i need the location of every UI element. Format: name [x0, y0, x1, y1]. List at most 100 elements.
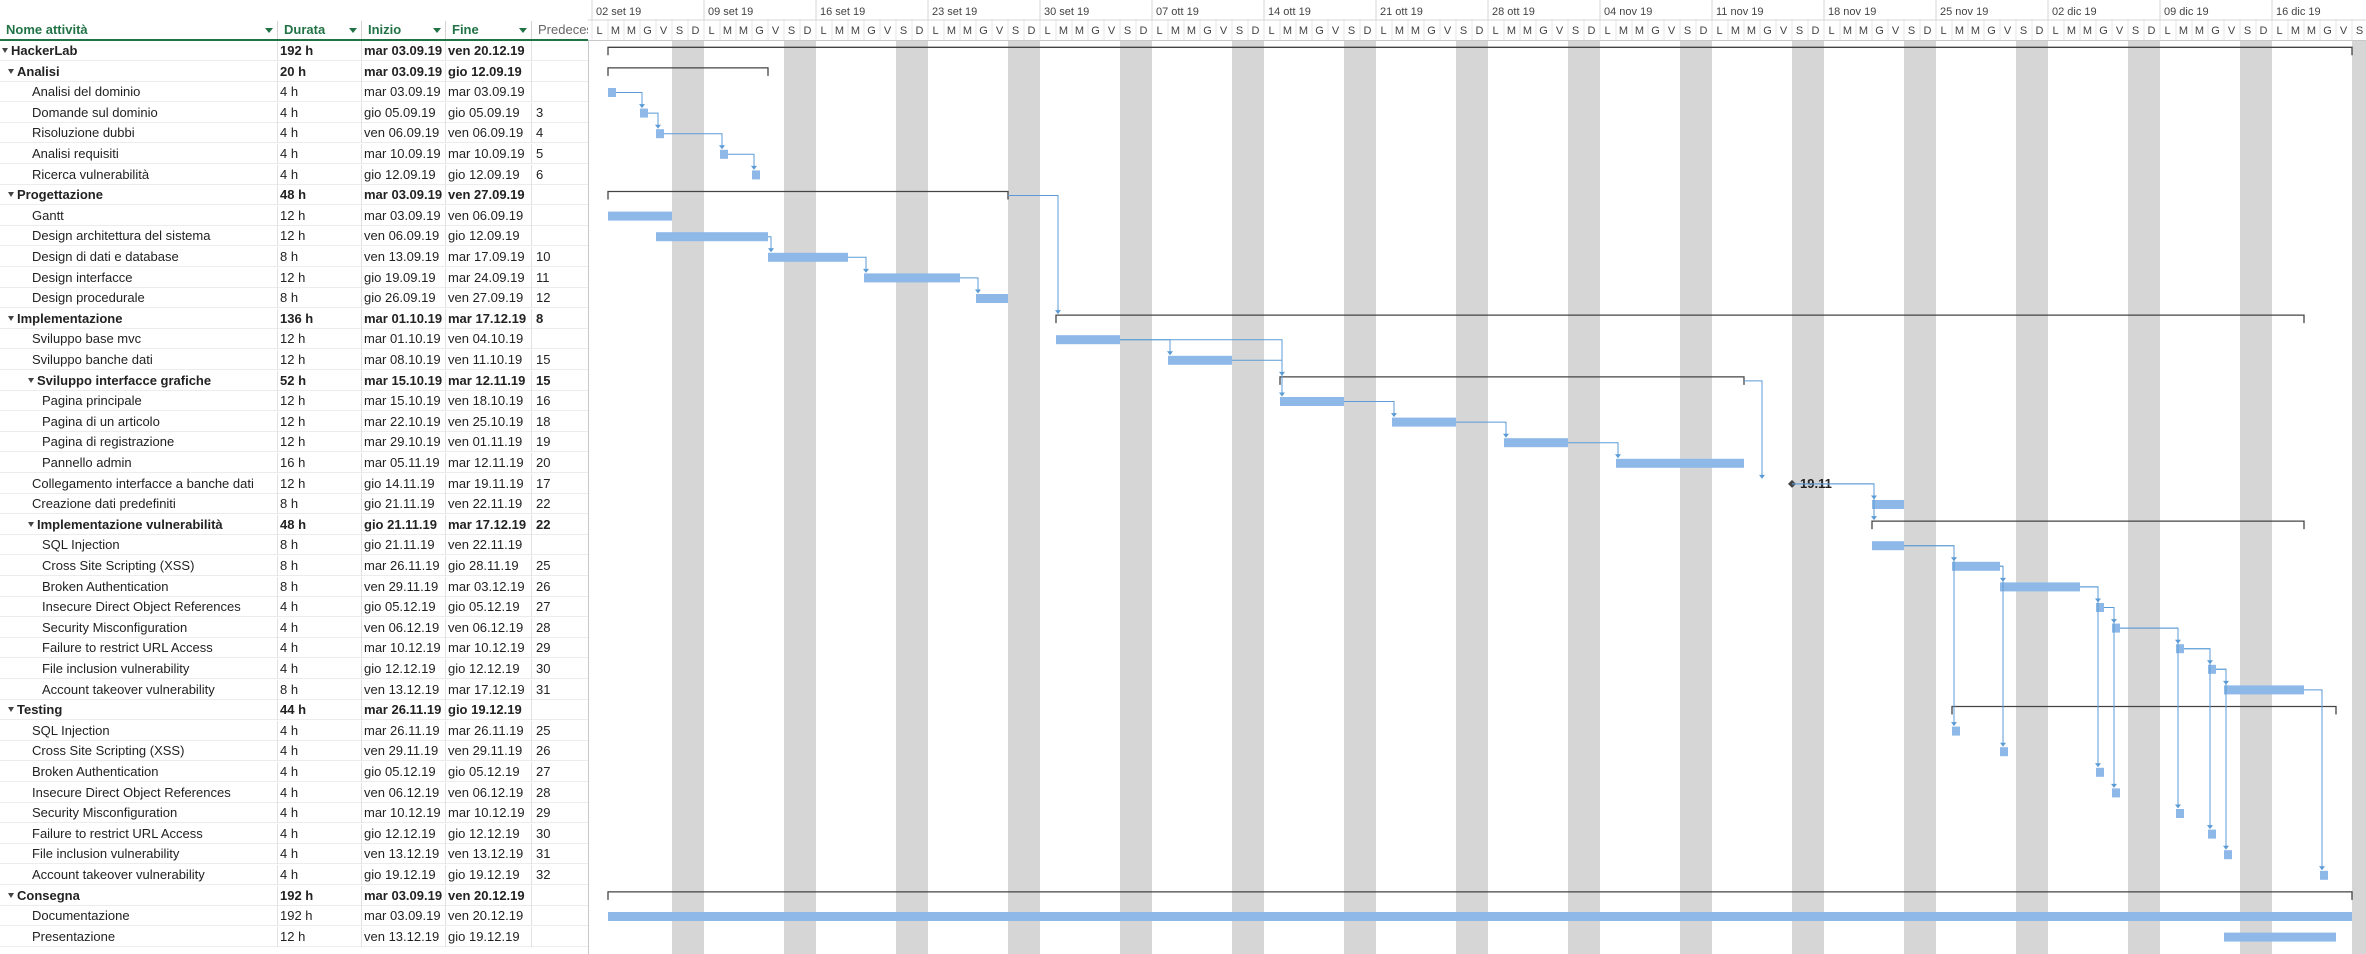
task-start-cell[interactable]: mar 03.09.19	[362, 41, 446, 61]
task-start-cell[interactable]: gio 26.09.19	[362, 288, 446, 309]
task-duration-cell[interactable]: 8 h	[278, 556, 362, 576]
task-predecessors-cell[interactable]: 19	[532, 432, 588, 452]
task-name-cell[interactable]: Consegna	[0, 885, 278, 906]
task-predecessors-cell[interactable]: 25	[532, 721, 588, 741]
task-row[interactable]: Cross Site Scripting (XSS) 4 h ven 29.11.1…	[0, 741, 588, 762]
task-name-cell[interactable]: Documentazione	[0, 906, 278, 927]
task-duration-cell[interactable]: 12 h	[278, 350, 362, 370]
task-finish-cell[interactable]: mar 12.11.19	[446, 370, 532, 391]
task-duration-cell[interactable]: 4 h	[278, 659, 362, 679]
task-name-cell[interactable]: Implementazione	[0, 308, 278, 329]
task-predecessors-cell[interactable]: 22	[532, 494, 588, 514]
task-finish-cell[interactable]: ven 06.09.19	[446, 205, 532, 226]
task-duration-cell[interactable]: 4 h	[278, 144, 362, 164]
task-start-cell[interactable]: gio 19.12.19	[362, 865, 446, 885]
task-start-cell[interactable]: ven 13.12.19	[362, 926, 446, 947]
task-predecessors-cell[interactable]: 31	[532, 680, 588, 700]
task-start-cell[interactable]: mar 03.09.19	[362, 82, 446, 103]
task-duration-cell[interactable]: 12 h	[278, 267, 362, 288]
task-name-cell[interactable]: Ricerca vulnerabilità	[0, 164, 278, 185]
task-finish-cell[interactable]: mar 17.12.19	[446, 308, 532, 329]
task-start-cell[interactable]: mar 15.10.19	[362, 370, 446, 391]
task-name-cell[interactable]: Security Misconfiguration	[0, 617, 278, 638]
task-finish-cell[interactable]: ven 04.10.19	[446, 329, 532, 350]
task-finish-cell[interactable]: mar 17.12.19	[446, 679, 532, 700]
task-finish-cell[interactable]: mar 19.11.19	[446, 473, 532, 494]
task-start-cell[interactable]: mar 26.11.19	[362, 556, 446, 576]
task-duration-cell[interactable]: 4 h	[278, 803, 362, 824]
task-duration-cell[interactable]: 20 h	[278, 61, 362, 82]
task-duration-cell[interactable]: 44 h	[278, 700, 362, 721]
task-row[interactable]: Documentazione 192 h mar 03.09.19 ven 20.12…	[0, 906, 588, 927]
task-name-cell[interactable]: Risoluzione dubbi	[0, 123, 278, 144]
task-duration-cell[interactable]: 4 h	[278, 82, 362, 103]
task-duration-cell[interactable]: 4 h	[278, 782, 362, 803]
task-duration-cell[interactable]: 12 h	[278, 226, 362, 247]
task-start-cell[interactable]: gio 12.12.19	[362, 823, 446, 844]
task-predecessors-cell[interactable]: 10	[532, 247, 588, 267]
task-row[interactable]: Account takeover vulnerability 8 h ven 13.…	[0, 679, 588, 700]
task-start-cell[interactable]: gio 12.09.19	[362, 164, 446, 185]
task-start-cell[interactable]: ven 06.09.19	[362, 123, 446, 144]
task-duration-cell[interactable]: 8 h	[278, 576, 362, 597]
task-name-cell[interactable]: Pagina principale	[0, 391, 278, 412]
task-name-cell[interactable]: SQL Injection	[0, 535, 278, 556]
task-start-cell[interactable]: mar 03.09.19	[362, 185, 446, 206]
task-name-cell[interactable]: Failure to restrict URL Access	[0, 638, 278, 659]
task-row[interactable]: Insecure Direct Object References 4 h gio …	[0, 597, 588, 618]
task-name-cell[interactable]: HackerLab	[0, 41, 278, 61]
task-finish-cell[interactable]: mar 26.11.19	[446, 720, 532, 741]
task-name-cell[interactable]: Insecure Direct Object References	[0, 597, 278, 618]
task-name-cell[interactable]: Progettazione	[0, 185, 278, 206]
task-name-cell[interactable]: Design architettura del sistema	[0, 226, 278, 247]
task-start-cell[interactable]: mar 15.10.19	[362, 391, 446, 412]
task-predecessors-cell[interactable]: 18	[532, 412, 588, 432]
task-duration-cell[interactable]: 12 h	[278, 432, 362, 453]
task-duration-cell[interactable]: 4 h	[278, 865, 362, 885]
task-finish-cell[interactable]: ven 27.09.19	[446, 288, 532, 309]
task-name-cell[interactable]: Security Misconfiguration	[0, 803, 278, 824]
task-start-cell[interactable]: ven 13.12.19	[362, 844, 446, 865]
task-predecessors-cell[interactable]: 32	[532, 865, 588, 885]
task-predecessors-cell[interactable]: 26	[532, 741, 588, 761]
task-row[interactable]: Progettazione 48 h mar 03.09.19 ven 27.09.1…	[0, 185, 588, 206]
task-name-cell[interactable]: Domande sul dominio	[0, 102, 278, 123]
task-row[interactable]: Risoluzione dubbi 4 h ven 06.09.19 ven 06.0…	[0, 123, 588, 144]
task-predecessors-cell[interactable]	[532, 62, 588, 82]
task-finish-cell[interactable]: mar 10.09.19	[446, 144, 532, 164]
task-start-cell[interactable]: gio 05.12.19	[362, 597, 446, 618]
task-start-cell[interactable]: mar 03.09.19	[362, 906, 446, 927]
task-duration-cell[interactable]: 4 h	[278, 741, 362, 762]
task-start-cell[interactable]: ven 06.12.19	[362, 782, 446, 803]
task-start-cell[interactable]: mar 26.11.19	[362, 700, 446, 721]
task-row[interactable]: Analisi 20 h mar 03.09.19 gio 12.09.19	[0, 61, 588, 82]
task-finish-cell[interactable]: ven 22.11.19	[446, 535, 532, 556]
task-duration-cell[interactable]: 48 h	[278, 185, 362, 206]
task-start-cell[interactable]: mar 03.09.19	[362, 205, 446, 226]
task-duration-cell[interactable]: 52 h	[278, 370, 362, 391]
task-predecessors-cell[interactable]: 20	[532, 453, 588, 473]
task-start-cell[interactable]: gio 12.12.19	[362, 659, 446, 679]
task-start-cell[interactable]: mar 01.10.19	[362, 308, 446, 329]
task-predecessors-cell[interactable]	[532, 886, 588, 906]
task-duration-cell[interactable]: 192 h	[278, 906, 362, 927]
task-duration-cell[interactable]: 4 h	[278, 597, 362, 618]
collapse-triangle-icon[interactable]	[28, 521, 34, 527]
task-row[interactable]: Creazione dati predefiniti 8 h gio 21.11.1…	[0, 494, 588, 515]
task-start-cell[interactable]: mar 01.10.19	[362, 329, 446, 350]
task-start-cell[interactable]: gio 21.11.19	[362, 535, 446, 556]
task-name-cell[interactable]: Analisi del dominio	[0, 82, 278, 103]
task-finish-cell[interactable]: gio 19.12.19	[446, 926, 532, 947]
task-finish-cell[interactable]: ven 25.10.19	[446, 411, 532, 432]
task-duration-cell[interactable]: 48 h	[278, 514, 362, 535]
task-name-cell[interactable]: Testing	[0, 700, 278, 721]
task-duration-cell[interactable]: 4 h	[278, 617, 362, 638]
task-finish-cell[interactable]: mar 12.11.19	[446, 453, 532, 473]
task-row[interactable]: File inclusion vulnerability 4 h ven 13.12…	[0, 844, 588, 865]
collapse-triangle-icon[interactable]	[8, 68, 14, 74]
task-row[interactable]: Design interfacce 12 h gio 19.09.19 mar 24.…	[0, 267, 588, 288]
task-name-cell[interactable]: Analisi requisiti	[0, 144, 278, 164]
task-start-cell[interactable]: gio 21.11.19	[362, 494, 446, 515]
task-duration-cell[interactable]: 4 h	[278, 823, 362, 844]
collapse-triangle-icon[interactable]	[8, 707, 14, 713]
